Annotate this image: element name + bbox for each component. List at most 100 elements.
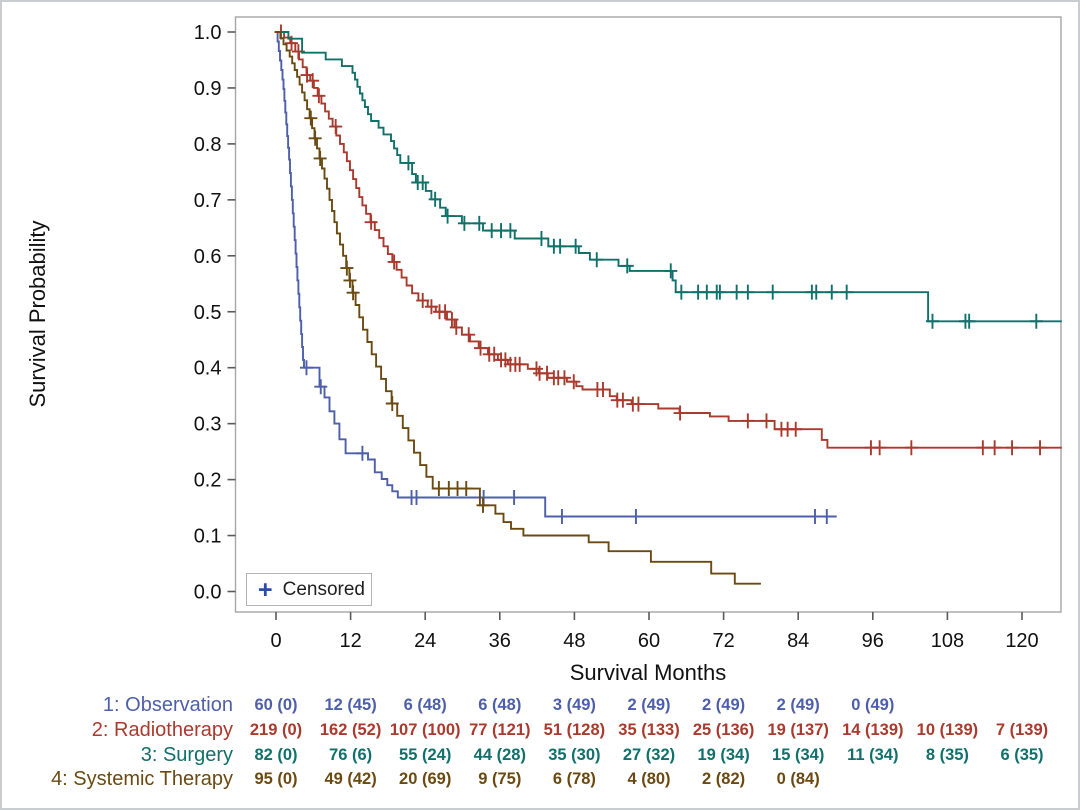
censor-mark bbox=[741, 284, 755, 300]
risk-count: 77 (121) bbox=[469, 720, 531, 739]
censor-mark bbox=[401, 155, 415, 171]
censor-mark bbox=[449, 319, 463, 335]
risk-count: 19 (137) bbox=[767, 720, 829, 739]
x-axis-tick-label: 60 bbox=[638, 630, 660, 652]
risk-count: 20 (69) bbox=[399, 770, 452, 789]
censor-marks-systemic-therapy bbox=[304, 110, 490, 513]
risk-count: 4 (80) bbox=[627, 770, 671, 789]
risk-count: 0 (84) bbox=[776, 770, 820, 789]
censor-mark bbox=[569, 238, 583, 254]
censor-mark bbox=[308, 130, 322, 146]
censor-mark bbox=[507, 490, 521, 506]
censor-mark bbox=[988, 440, 1002, 456]
risk-count: 76 (6) bbox=[329, 745, 373, 764]
censored-legend-label: Censored bbox=[282, 578, 365, 600]
risk-count: 10 (139) bbox=[916, 720, 979, 739]
censor-mark bbox=[513, 356, 527, 372]
y-axis-tick-label: 0.5 bbox=[194, 302, 222, 324]
censor-mark bbox=[343, 272, 357, 288]
x-axis-tick-label: 120 bbox=[1005, 630, 1038, 652]
risk-count: 7 (139) bbox=[995, 720, 1049, 739]
censor-plus-icon: + bbox=[258, 575, 273, 604]
risk-count: 8 (35) bbox=[925, 745, 969, 764]
x-axis-tick-label: 48 bbox=[563, 630, 585, 652]
survival-curve-systemic-therapy bbox=[276, 31, 761, 585]
censor-mark bbox=[329, 119, 343, 135]
risk-count: 14 (139) bbox=[842, 720, 904, 739]
risk-count: 35 (30) bbox=[548, 745, 601, 764]
risk-count: 11 (34) bbox=[847, 745, 899, 764]
censor-mark bbox=[840, 284, 854, 300]
censor-mark bbox=[1029, 313, 1043, 329]
risk-row-label-4: 4: Systemic Therapy bbox=[51, 768, 233, 791]
risk-count: 6 (48) bbox=[403, 696, 447, 714]
censor-mark bbox=[472, 215, 486, 231]
risk-count: 15 (34) bbox=[772, 745, 825, 764]
y-axis-tick-label: 0.6 bbox=[194, 246, 222, 268]
x-axis-tick-label: 84 bbox=[787, 630, 809, 652]
risk-count: 2 (82) bbox=[702, 770, 746, 789]
risk-count: 95 (0) bbox=[254, 770, 298, 789]
risk-count: 219 (0) bbox=[249, 720, 303, 739]
censor-mark bbox=[424, 299, 438, 315]
x-axis-tick-label: 96 bbox=[862, 630, 884, 652]
censor-mark bbox=[674, 284, 688, 300]
censor-mark bbox=[616, 392, 630, 408]
censor-mark bbox=[385, 396, 399, 412]
censor-mark bbox=[741, 413, 755, 429]
censor-mark bbox=[730, 284, 744, 300]
censor-mark bbox=[553, 238, 567, 254]
censor-mark bbox=[340, 260, 354, 276]
censor-mark bbox=[462, 327, 476, 343]
censor-mark bbox=[313, 150, 327, 166]
risk-count: 12 (45) bbox=[324, 696, 377, 714]
risk-count: 6 (48) bbox=[478, 696, 522, 714]
censor-mark bbox=[314, 379, 328, 395]
censor-mark bbox=[631, 396, 645, 412]
censor-mark bbox=[416, 175, 430, 191]
censor-mark bbox=[441, 208, 455, 224]
risk-count: 2 (49) bbox=[776, 696, 820, 714]
x-axis: 0 12 24 36 48 60 72 84 96 108 120 bbox=[270, 612, 1039, 652]
censor-mark bbox=[416, 293, 430, 309]
x-axis-tick-label: 72 bbox=[712, 630, 734, 652]
x-axis-tick-label: 12 bbox=[339, 630, 361, 652]
y-axis-tick-label: 0.0 bbox=[194, 582, 222, 604]
risk-count: 9 (75) bbox=[478, 770, 522, 789]
censor-mark bbox=[438, 304, 452, 320]
censor-mark bbox=[476, 497, 490, 513]
risk-count: 0 (49) bbox=[851, 696, 895, 714]
censor-mark bbox=[789, 421, 803, 437]
censor-mark bbox=[387, 254, 401, 270]
censor-mark bbox=[567, 374, 581, 390]
censor-mark bbox=[445, 312, 459, 328]
risk-count: 19 (34) bbox=[697, 745, 750, 764]
censor-mark bbox=[428, 191, 442, 207]
risk-count: 49 (42) bbox=[324, 770, 377, 789]
risk-count: 60 (0) bbox=[254, 696, 298, 714]
censor-mark bbox=[555, 509, 569, 525]
y-axis-tick-label: 1.0 bbox=[194, 22, 222, 44]
censor-mark bbox=[1005, 440, 1019, 456]
censor-mark bbox=[534, 230, 548, 246]
censor-mark bbox=[766, 284, 780, 300]
censor-marks-radiotherapy bbox=[274, 24, 1047, 456]
censor-mark bbox=[346, 285, 360, 301]
risk-count: 51 (128) bbox=[543, 720, 606, 739]
risk-count: 2 (49) bbox=[702, 696, 746, 714]
censor-mark bbox=[620, 258, 634, 274]
censor-mark bbox=[596, 382, 610, 398]
censor-mark bbox=[713, 284, 727, 300]
censor-marks-observation bbox=[299, 360, 834, 525]
censor-mark bbox=[925, 313, 939, 329]
risk-count: 6 (78) bbox=[552, 770, 596, 789]
censor-mark bbox=[962, 313, 976, 329]
censor-mark bbox=[459, 481, 473, 497]
y-axis-tick-label: 0.9 bbox=[194, 78, 222, 100]
y-axis-tick-label: 0.3 bbox=[194, 414, 222, 436]
risk-count: 2 (49) bbox=[627, 696, 671, 714]
risk-count: 27 (32) bbox=[622, 745, 676, 764]
censor-mark bbox=[808, 509, 822, 525]
y-axis-title: Survival Probability bbox=[25, 220, 50, 408]
